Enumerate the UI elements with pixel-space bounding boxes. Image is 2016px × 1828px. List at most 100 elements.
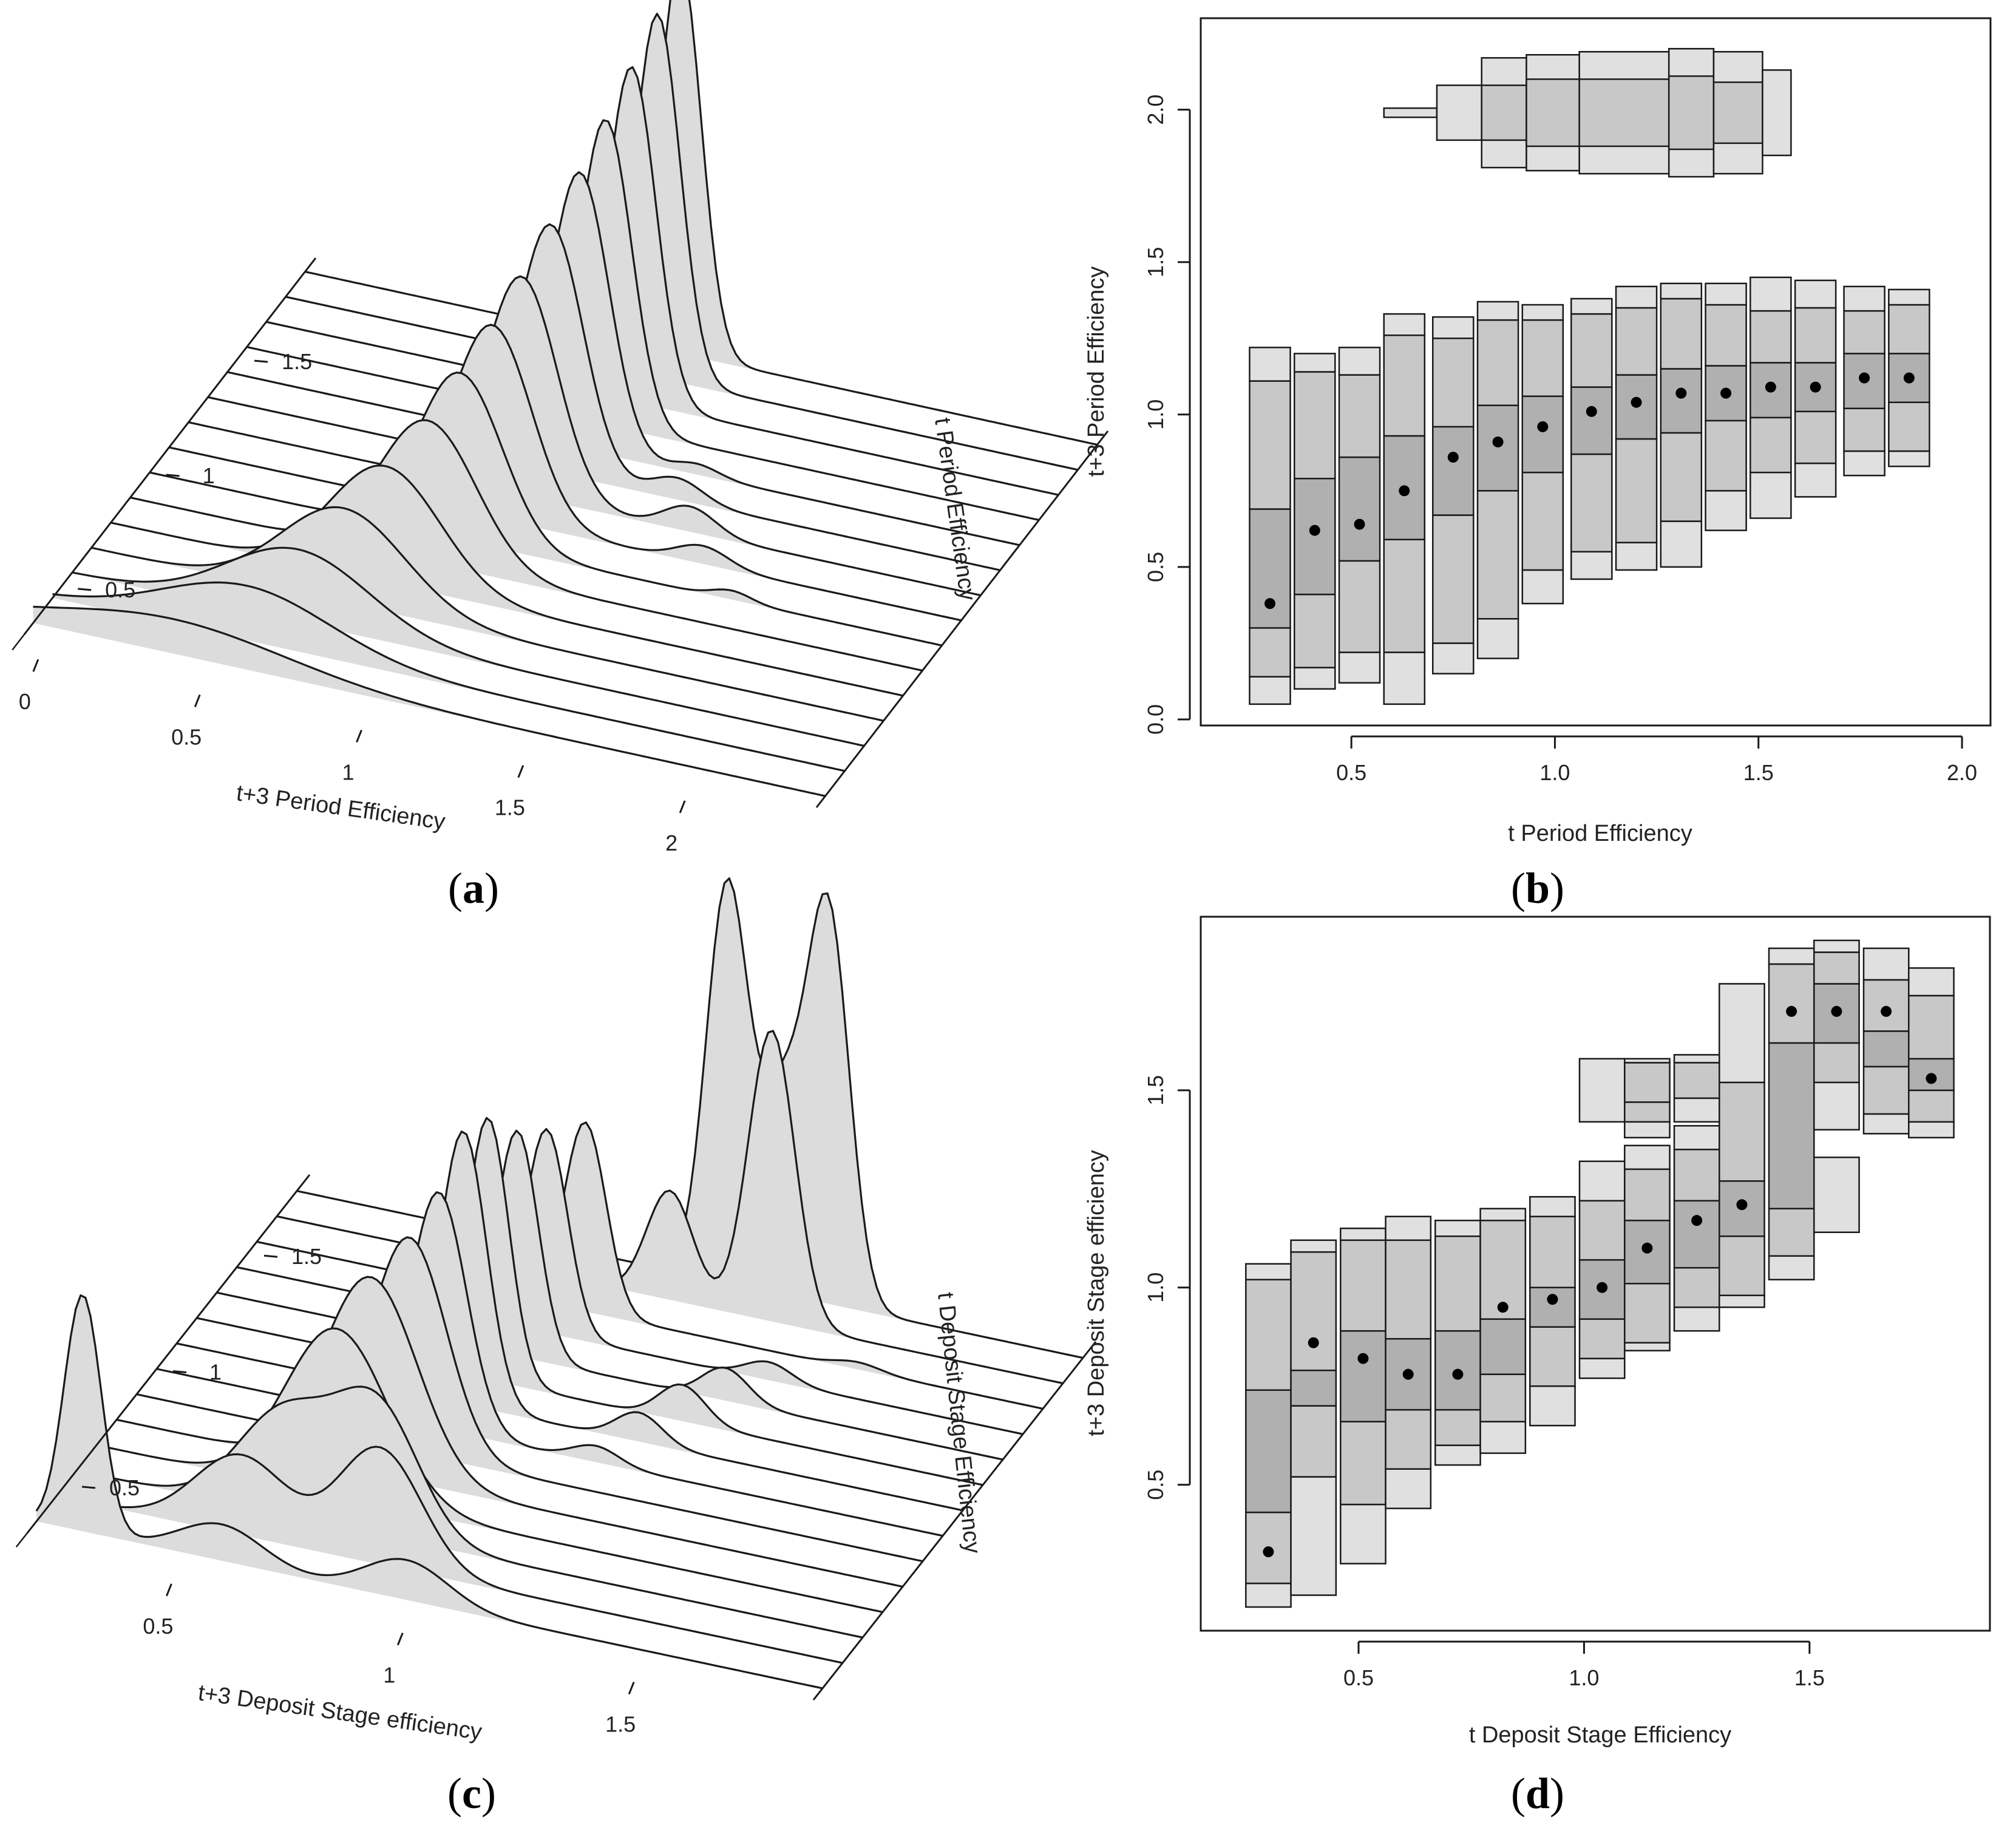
letter-value-box	[1843, 407, 1885, 452]
median-point	[1263, 1546, 1274, 1558]
median-point	[1691, 1215, 1703, 1226]
x-tick-label: 1.0	[1539, 760, 1570, 785]
median-point	[1492, 436, 1504, 447]
letter-value-box	[1750, 310, 1792, 364]
ridge-line	[227, 171, 1020, 546]
ridge-line	[305, 0, 1098, 446]
letter-value-box	[1888, 450, 1930, 467]
ridge-line	[169, 324, 962, 622]
letter-value-box	[1385, 1215, 1432, 1242]
letter-value-box	[1624, 1121, 1671, 1139]
letter-value-box	[1245, 1279, 1292, 1391]
x-tick	[679, 800, 686, 814]
letter-value-box	[1578, 1058, 1626, 1123]
letter-value-box	[1479, 1208, 1527, 1221]
y-tick-label: 0.0	[1143, 704, 1168, 735]
median-point	[1309, 525, 1320, 536]
letter-value-box	[1293, 353, 1336, 373]
letter-value-box	[1719, 1081, 1765, 1182]
horizontal-letter-value-box	[1762, 69, 1792, 157]
letter-value-box	[1862, 947, 1910, 981]
y-tick	[172, 1370, 187, 1374]
letter-value-box	[1578, 1318, 1626, 1359]
median-point	[1903, 372, 1915, 384]
x-tick	[517, 765, 524, 778]
panel-b-label: (b)	[1511, 864, 1564, 912]
median-point	[1675, 387, 1687, 399]
letter-value-box	[1340, 1228, 1386, 1242]
ridge-line	[285, 13, 1078, 471]
panel-c-axes: 0.5 1 1.5 0.5 1 1.5	[26, 1174, 1097, 1737]
ridge-line	[91, 506, 884, 722]
ridge-line	[208, 223, 1000, 571]
letter-value-box	[1383, 334, 1426, 437]
letter-value-box	[1705, 490, 1747, 531]
letter-value-box	[1293, 478, 1336, 596]
letter-value-box	[1521, 319, 1564, 397]
letter-value-box	[1794, 410, 1837, 464]
letter-value-box	[1813, 1157, 1860, 1234]
median-point	[1497, 1302, 1509, 1313]
y-tick-label: 1	[203, 463, 215, 488]
letter-value-box	[1249, 508, 1291, 629]
y-tick-label: 1.5	[1143, 247, 1168, 277]
horizontal-letter-value-box	[1383, 107, 1438, 118]
letter-value-box	[1383, 539, 1426, 653]
ridge-line	[149, 372, 942, 647]
x-tick	[628, 1682, 635, 1695]
letter-value-box	[1434, 1444, 1481, 1466]
median-point	[1308, 1337, 1319, 1348]
x-tick	[396, 1633, 404, 1646]
ridge-density-fill	[447, 1130, 792, 1415]
median-point	[1631, 396, 1642, 408]
letter-value-box	[1290, 1476, 1337, 1596]
x-tick-label: 0.5	[171, 724, 202, 749]
letter-value-box	[1578, 1357, 1626, 1379]
letter-value-box	[1615, 438, 1658, 543]
panel-a-y-axis-label: t Period Efficiency	[929, 416, 980, 602]
floor-right-edge	[23, 257, 317, 635]
letter-value-box	[1529, 1326, 1576, 1387]
letter-value-box	[1888, 401, 1930, 452]
letter-value-box	[1615, 285, 1658, 309]
ridge-line	[110, 464, 903, 697]
letter-value-box	[1660, 432, 1703, 522]
letter-value-box	[1794, 462, 1837, 498]
panel-b-plot-frame	[1200, 17, 1992, 727]
letter-value-box	[1768, 1208, 1815, 1257]
letter-value-box	[1249, 347, 1291, 382]
letter-value-box	[1249, 380, 1291, 510]
ridge-line	[56, 1446, 843, 1664]
y-tick-label: 1	[209, 1360, 222, 1385]
panel-b-boxplot: 0.5 1.0 1.5 2.0 0.0 0.5 1.0 1.5 2.0 t Period Eff…	[1084, 17, 1992, 912]
letter-value-box	[1434, 1220, 1481, 1237]
x-tick	[356, 730, 362, 743]
letter-value-box	[1340, 1503, 1386, 1565]
horizontal-letter-value-inner	[1526, 78, 1580, 148]
median-point	[1354, 518, 1365, 530]
median-point	[1810, 381, 1821, 393]
horizontal-letter-value-inner	[1481, 84, 1527, 141]
x-tick-label: 2.0	[1947, 760, 1977, 785]
median-point	[1786, 1005, 1797, 1017]
letter-value-box	[1888, 304, 1930, 355]
letter-value-box	[1660, 282, 1703, 300]
letter-value-box	[1249, 627, 1291, 678]
letter-value-box	[1340, 1239, 1386, 1332]
x-tick-label: 1.5	[1794, 1665, 1825, 1690]
x-tick-label: 1.5	[605, 1712, 636, 1737]
letter-value-box	[1624, 1101, 1671, 1123]
letter-value-box	[1476, 617, 1519, 659]
letter-value-box	[1293, 667, 1336, 690]
x-tick-label: 1.5	[495, 795, 525, 820]
letter-value-box	[1843, 450, 1885, 477]
ridge-density-fill	[33, 607, 489, 723]
letter-value-box	[1673, 1267, 1720, 1308]
letter-value-box	[1479, 1373, 1527, 1422]
letter-value-box	[1673, 1149, 1720, 1202]
panel-a-x-axis-label: t+3 Period Efficiency	[235, 780, 447, 835]
letter-value-box	[1750, 471, 1792, 519]
letter-value-box	[1862, 979, 1910, 1032]
letter-value-box	[1338, 456, 1381, 562]
letter-value-box	[1293, 371, 1336, 480]
